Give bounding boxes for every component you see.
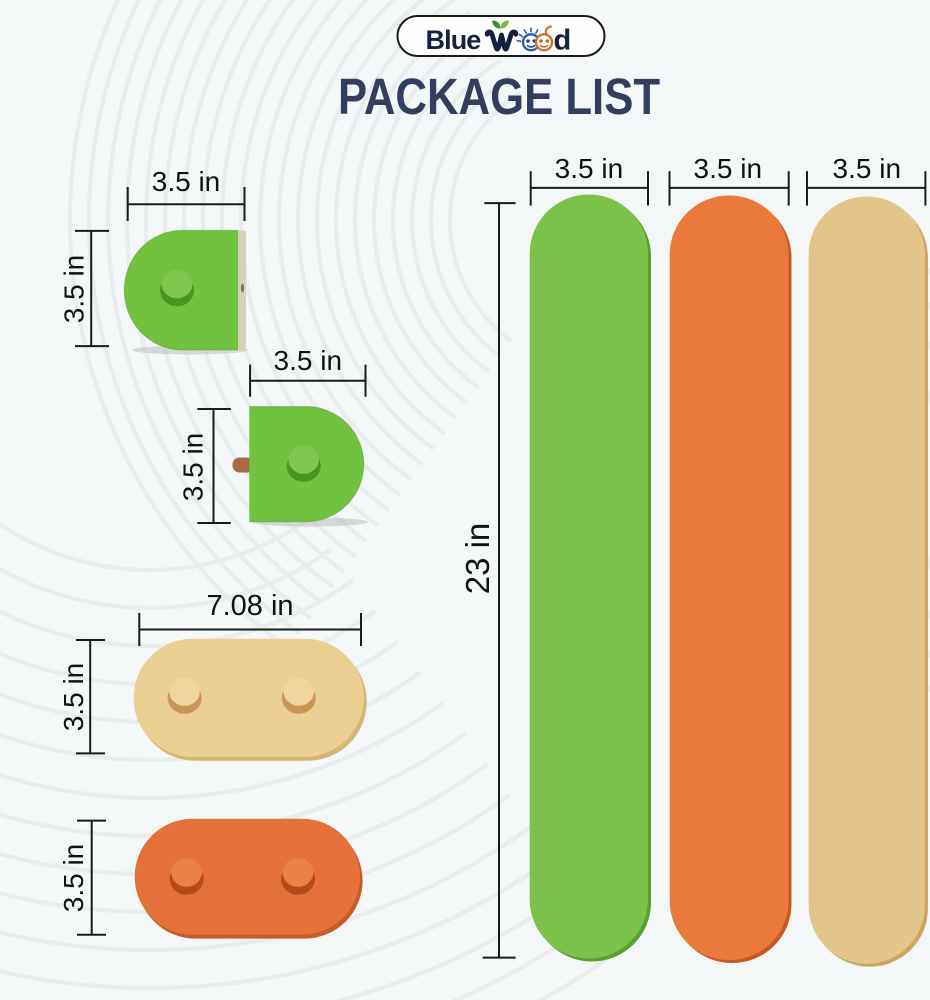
svg-text:7.08 in: 7.08 in bbox=[206, 590, 293, 622]
svg-text:d: d bbox=[554, 25, 572, 57]
svg-text:3.5 in: 3.5 in bbox=[58, 663, 89, 732]
svg-text:3.5 in: 3.5 in bbox=[694, 153, 763, 184]
svg-text:3.5 in: 3.5 in bbox=[58, 255, 89, 324]
svg-text:3.5 in: 3.5 in bbox=[177, 433, 208, 502]
svg-text:3.5 in: 3.5 in bbox=[274, 345, 343, 376]
svg-text:PACKAGE LIST: PACKAGE LIST bbox=[338, 69, 660, 126]
svg-text:Blue: Blue bbox=[426, 25, 482, 55]
svg-text:3.5 in: 3.5 in bbox=[58, 844, 89, 913]
svg-text:23 in: 23 in bbox=[459, 523, 496, 595]
svg-text:3.5 in: 3.5 in bbox=[152, 166, 221, 197]
svg-text:3.5 in: 3.5 in bbox=[833, 153, 902, 184]
svg-text:3.5 in: 3.5 in bbox=[555, 153, 624, 184]
